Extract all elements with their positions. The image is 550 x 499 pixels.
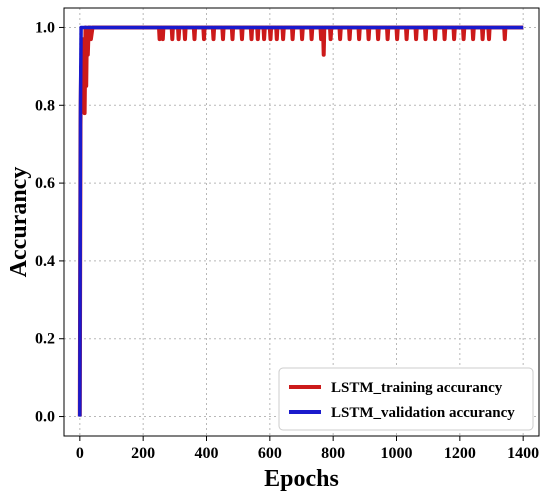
y-tick-label: 0.4	[35, 253, 55, 270]
x-tick-label: 600	[258, 445, 282, 462]
plot-series	[77, 25, 524, 417]
x-tick-label: 200	[131, 445, 155, 462]
x-axis-title: Epochs	[264, 466, 339, 492]
y-tick-label: 0.6	[35, 175, 55, 192]
plot-frame	[63, 7, 540, 437]
series-line-training	[77, 25, 524, 417]
y-tick-label: 0.0	[35, 409, 55, 426]
legend-label: LSTM_training accurancy	[331, 380, 503, 396]
x-tick-label: 800	[321, 445, 345, 462]
legend-box	[278, 367, 534, 431]
x-tick-label: 1400	[507, 445, 539, 462]
y-axis-title: Accurancy	[6, 167, 32, 278]
legend: LSTM_training accurancy LSTM_validation a…	[278, 367, 534, 431]
y-tick-label: 0.2	[35, 331, 55, 348]
y-tick-label: 1.0	[35, 19, 55, 36]
x-tick-label: 400	[195, 445, 219, 462]
axis-ticks: 0 200 400 600 800 1000 1200 1400 0.0 0.2 0.4 0.6 0.8…	[35, 19, 539, 462]
x-tick-label: 1200	[444, 445, 476, 462]
x-tick-label: 0	[76, 445, 84, 462]
x-tick-label: 1000	[381, 445, 413, 462]
y-tick-label: 0.8	[35, 97, 55, 114]
series-line-validation	[78, 25, 524, 417]
legend-label: LSTM_validation accurancy	[331, 405, 515, 421]
